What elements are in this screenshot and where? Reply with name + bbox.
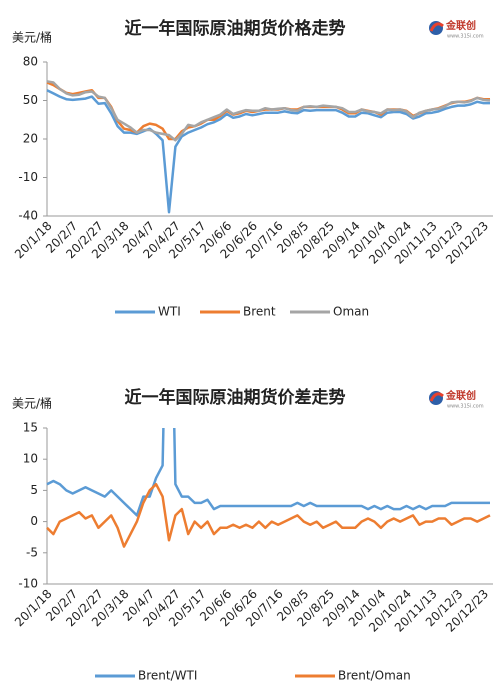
y-tick-label: 10 — [23, 452, 38, 466]
y-tick-label: -10 — [18, 577, 38, 591]
y-tick-label: -40 — [18, 209, 38, 223]
y-axis-label: 美元/桶 — [12, 396, 52, 411]
series-line — [46, 80, 491, 142]
y-tick-label: 15 — [23, 421, 38, 435]
legend-label: WTI — [158, 305, 181, 319]
series-line — [46, 89, 490, 214]
legend-label: Brent/WTI — [138, 669, 197, 683]
y-tick-label: 0 — [30, 514, 38, 528]
series-line — [46, 482, 491, 548]
y-tick-label: 50 — [23, 93, 38, 107]
logo-url: www.315i.com — [447, 404, 484, 410]
y-tick-label: 20 — [23, 132, 38, 146]
plot — [46, 80, 491, 214]
logo: 金联创 www.315i.com — [429, 19, 484, 40]
y-axis-label: 美元/桶 — [12, 30, 52, 45]
legend-label: Brent/Oman — [338, 669, 411, 683]
series-line — [46, 428, 490, 517]
y-tick-label: -5 — [26, 545, 38, 559]
y-tick-label: 80 — [23, 55, 38, 69]
legend-label: Brent — [243, 305, 276, 319]
logo: 金联创 www.315i.com — [429, 389, 484, 410]
logo-url: www.315i.com — [447, 34, 484, 40]
y-tick-label: -10 — [18, 170, 38, 184]
chart-title: 近一年国际原油期货价差走势 — [125, 387, 346, 408]
y-tick-label: 5 — [30, 483, 38, 497]
plot — [46, 428, 491, 548]
logo-name: 金联创 — [445, 19, 476, 32]
legend-label: Oman — [333, 305, 369, 319]
logo-name: 金联创 — [445, 389, 476, 402]
chart-title: 近一年国际原油期货价格走势 — [125, 18, 346, 39]
